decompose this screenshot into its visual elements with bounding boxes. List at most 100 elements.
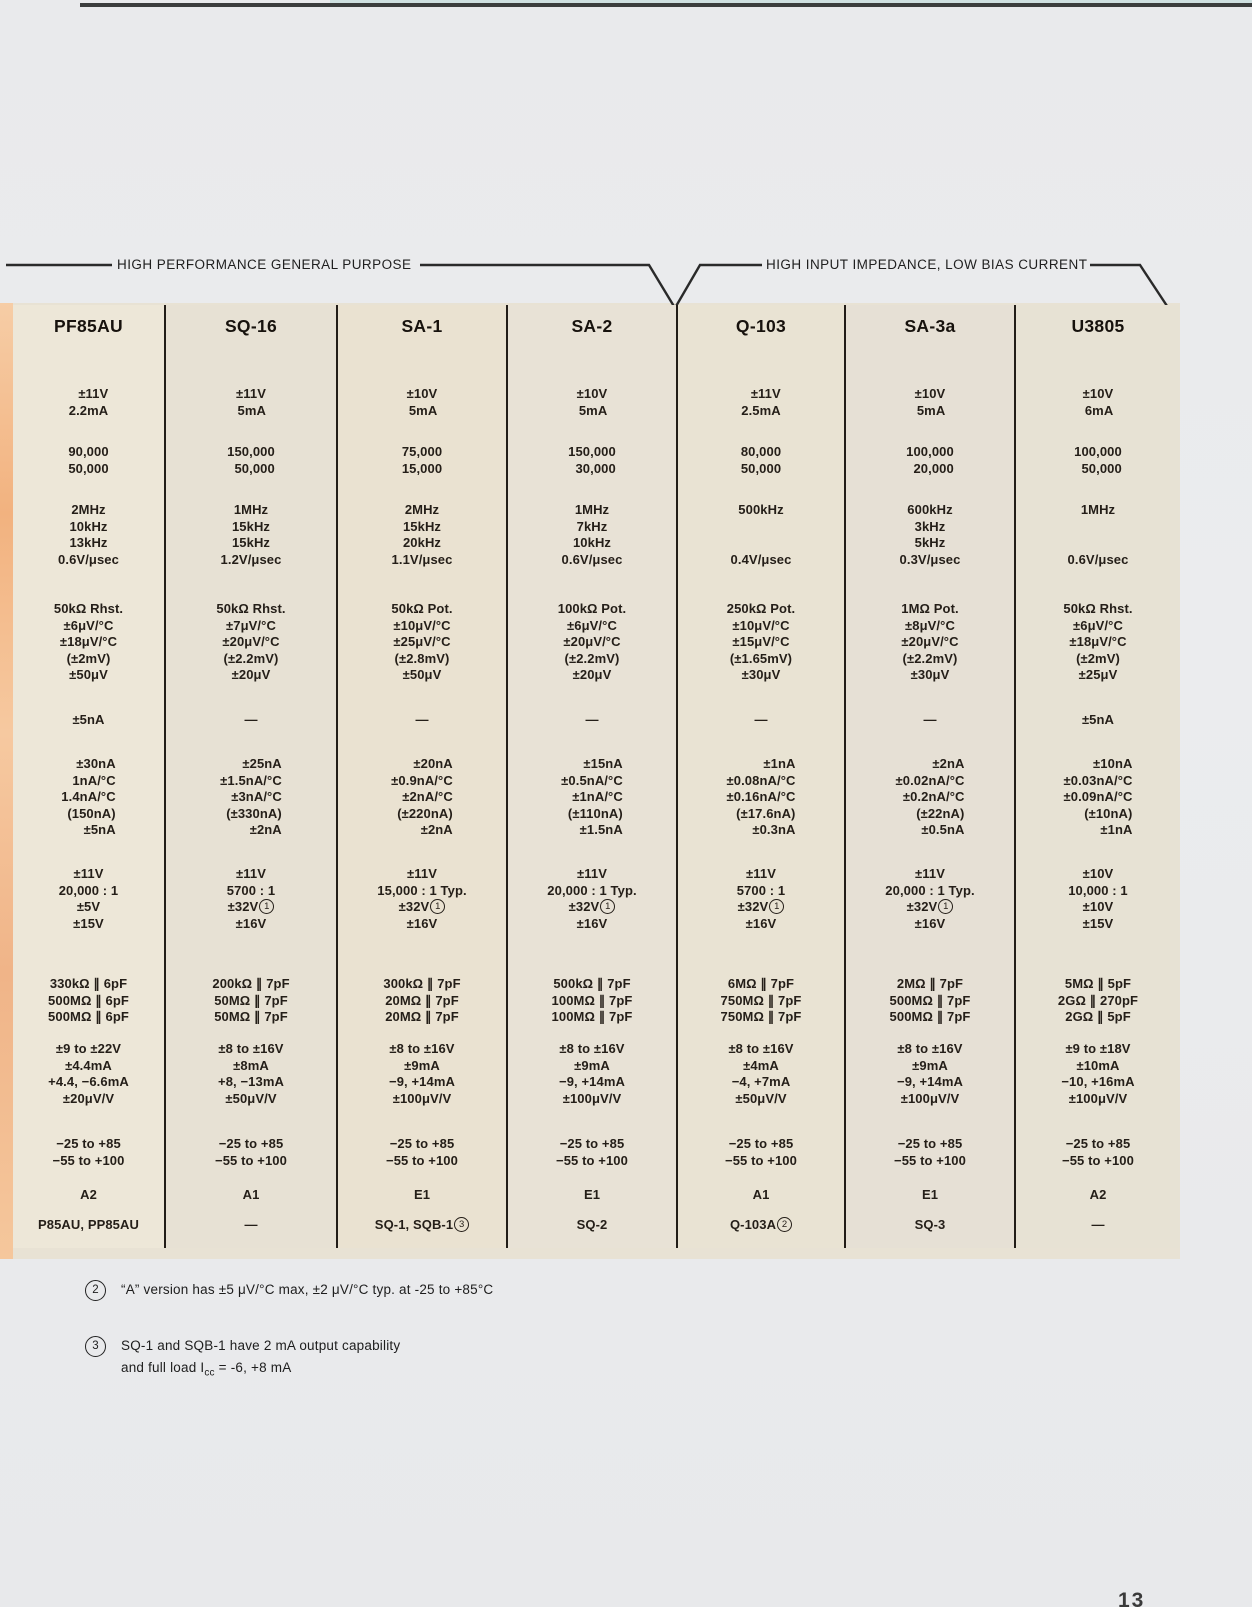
spec-cell-r8-u3805: 5MΩ ∥ 5pF 2GΩ ∥ 270pF 2GΩ ∥ 5pF [1057,976,1139,1025]
footnote-3-circled-marker: 3 [85,1336,106,1357]
spec-cell-r1-u3805: ±10V 6mA [1082,386,1114,418]
spec-cell-r1-sa-1: ±10V 5mA [406,386,438,418]
spec-column-u3805: U3805 ±10V 6mA 100,000 50,000 1MHz 0.6V/μsec 5… [1014,305,1180,1248]
spec-cell-r12-sa-1: SQ-1, SQB-1 3 [338,1210,506,1248]
spec-cell-r12-sa-3a: SQ-3 [914,1217,946,1232]
spec-cell-r4-q-103: 250kΩ Pot. ±10μV/°C ±15μV/°C (±1.65mV) ±30μV [726,601,796,683]
footnote-3-text: SQ-1 and SQB-1 have 2 mA output capabili… [121,1338,401,1379]
circled-note-ref: 1 [600,899,616,915]
spec-cell-r10-sa-1: −25 to +85 −55 to +100 [386,1136,458,1168]
spec-cell-r7-sa-1: ±11V 15,000 : 1 Typ. ±32V 1 ±16V [377,866,467,931]
spec-cell-r8-sa-3a: 2MΩ ∥ 7pF 500MΩ ∥ 7pF 500MΩ ∥ 7pF [889,976,971,1025]
spec-cell-r12-q-103: Q-103A 2 [678,1210,844,1248]
scan-top-teal-edge [330,0,1252,3]
spec-cell-r7-sq-16: ±11V 5700 : 1 ±32V 1 ±16V [226,866,276,931]
spec-cell-r6-u3805: ±10nA ±0.03nA/°C ±0.09nA/°C (±10nA) ±1nA [1063,756,1133,838]
spec-cell-r1-q-103: ±11V 2.5mA [741,386,781,418]
spec-cell-r4-sa-3a: 1MΩ Pot. ±8μV/°C ±20μV/°C (±2.2mV) ±30μV [901,601,959,683]
spec-column-sa-3a: SA-3a ±10V 5mA 100,000 20,000 600kHz 3kHz 5kHz 0… [844,305,1014,1248]
spec-cell-r9-u3805: ±9 to ±18V ±10mA −10, +16mA ±100μV/V [1061,1041,1135,1106]
spec-cell-r2-sq-16: 150,000 50,000 [227,444,275,476]
spec-cell-r7-sa-2: ±11V 20,000 : 1 Typ. ±32V 1 ±16V [547,866,637,931]
spec-cell-r11-sa-2: E1 [583,1187,601,1202]
spec-cell-r10-q-103: −25 to +85 −55 to +100 [725,1136,797,1168]
spec-column-sq-16: SQ-16 ±11V 5mA 150,000 50,000 1MHz 15kHz 15kHz 1… [164,305,336,1248]
spec-cell-r2-u3805: 100,000 50,000 [1074,444,1122,476]
footnote-2: 2 “A” version has ±5 μV/°C max, ±2 μV/°C… [85,1279,493,1301]
circled-note-ref: 1 [259,899,275,915]
spec-cell-r2-sa-2: 150,000 30,000 [568,444,616,476]
spec-cell-r3-q-103: 500kHz 0.4V/μsec [730,502,792,567]
spec-cell-r10-sa-2: −25 to +85 −55 to +100 [556,1136,628,1168]
spec-cell-r3-sa-1: 2MHz 15kHz 20kHz 1.1V/μsec [391,502,453,567]
spec-cell-r1-pf85au: ±11V 2.2mA [68,386,109,418]
spec-cell-r12-pf85au: P85AU, PP85AU [37,1217,139,1232]
spec-cell-r8-pf85au: 330kΩ ∥ 6pF 500MΩ ∥ 6pF 500MΩ ∥ 6pF [48,976,129,1025]
spec-cell-r12-u3805: — [1091,1217,1105,1232]
spec-cell-r8-q-103: 6MΩ ∥ 7pF 750MΩ ∥ 7pF 750MΩ ∥ 7pF [720,976,802,1025]
column-header-sa-3a: SA-3a [904,316,956,336]
spec-cell-r4-sq-16: 50kΩ Rhst. ±7μV/°C ±20μV/°C (±2.2mV) ±20μV [216,601,286,683]
spec-cell-r10-u3805: −25 to +85 −55 to +100 [1062,1136,1134,1168]
spec-cell-r2-sa-3a: 100,000 20,000 [906,444,954,476]
spec-cell-r6-q-103: ±1nA ±0.08nA/°C ±0.16nA/°C (±17.6nA) ±0.3nA [726,756,796,838]
spec-cell-r6-sa-3a: ±2nA ±0.02nA/°C ±0.2nA/°C (±22nA) ±0.5nA [895,756,965,838]
footnote-2-text: “A” version has ±5 μV/°C max, ±2 μV/°C t… [121,1282,494,1297]
column-header-q-103: Q-103 [735,316,787,336]
spec-cell-r2-sa-1: 75,000 15,000 [401,444,443,476]
spec-cell-r2-pf85au: 90,000 50,000 [68,444,109,476]
spec-column-q-103: Q-103 ±11V 2.5mA 80,000 50,000 500kHz 0.4V/μs… [676,305,844,1248]
spec-cell-r5-sa-3a: — [923,712,937,727]
spec-cell-r11-sa-1: E1 [413,1187,431,1202]
spec-cell-r1-sa-2: ±10V 5mA [576,386,608,418]
spec-cell-r2-q-103: 80,000 50,000 [740,444,782,476]
spec-cell-r12-sa-2: SQ-2 [576,1217,608,1232]
spec-cell-r11-q-103: A1 [752,1187,770,1202]
spec-cell-r3-sq-16: 1MHz 15kHz 15kHz 1.2V/μsec [220,502,282,567]
column-header-sq-16: SQ-16 [224,316,278,336]
spec-cell-r7-pf85au: ±11V 20,000 : 1 ±5V ±15V [58,866,119,931]
spec-cell-r6-sa-2: ±15nA ±0.5nA/°C ±1nA/°C (±110nA) ±1.5nA [561,756,623,838]
spec-cell-r9-sa-1: ±8 to ±16V ±9mA −9, +14mA ±100μV/V [389,1041,455,1106]
page-number: 13 [1118,1589,1146,1607]
circled-note-ref: 1 [430,899,446,915]
spec-cell-r8-sq-16: 200kΩ ∥ 7pF 50MΩ ∥ 7pF 50MΩ ∥ 7pF [212,976,290,1025]
group-label-high-performance: HIGH PERFORMANCE GENERAL PURPOSE [117,257,412,272]
spec-cell-r6-sq-16: ±25nA ±1.5nA/°C ±3nA/°C (±330nA) ±2nA [220,756,282,838]
spec-cell-r3-u3805: 1MHz 0.6V/μsec [1067,502,1129,567]
left-margin-strip [0,303,13,1259]
spec-cell-r5-sq-16: — [244,712,258,727]
spec-cell-r6-sa-1: ±20nA ±0.9nA/°C ±2nA/°C (±220nA) ±2nA [391,756,453,838]
spec-column-sa-1: SA-1 ±10V 5mA 75,000 15,000 2MHz 15kHz 20kHz 1.1… [336,305,506,1248]
footnote-3: 3 SQ-1 and SQB-1 have 2 mA output capabi… [85,1335,400,1385]
spec-cell-r7-q-103: ±11V 5700 : 1 ±32V 1 ±16V [736,866,786,931]
spec-cell-r7-u3805: ±10V 10,000 : 1 ±10V ±15V [1068,866,1128,931]
spec-cell-r5-u3805: ±5nA [1081,712,1115,727]
spec-cell-r8-sa-1: 300kΩ ∥ 7pF 20MΩ ∥ 7pF 20MΩ ∥ 7pF [383,976,461,1025]
spec-cell-r4-pf85au: 50kΩ Rhst. ±6μV/°C ±18μV/°C (±2mV) ±50μV [53,601,124,683]
spec-cell-r4-sa-1: 50kΩ Pot. ±10μV/°C ±25μV/°C (±2.8mV) ±50μV [391,601,453,683]
spec-cell-r5-sa-1: — [415,712,429,727]
spec-cell-r1-sq-16: ±11V 5mA [236,386,266,418]
spec-table: PF85AU ±11V 2.2mA 90,000 50,000 2MHz 10kHz 13kH… [13,305,1180,1248]
right-group-line-end [1090,263,1173,313]
spec-cell-r11-sa-3a: E1 [921,1187,939,1202]
spec-cell-r5-pf85au: ±5nA [72,712,105,727]
spec-cell-r4-sa-2: 100kΩ Pot. ±6μV/°C ±20μV/°C (±2.2mV) ±20μV [557,601,627,683]
spec-cell-r1-sa-3a: ±10V 5mA [914,386,946,418]
spec-cell-r7-sa-3a: ±11V 20,000 : 1 Typ. ±32V 1 ±16V [885,866,975,931]
spec-cell-r10-pf85au: −25 to +85 −55 to +100 [52,1136,125,1168]
spec-cell-r9-pf85au: ±9 to ±22V ±4.4mA +4.4, −6.6mA ±20μV/V [48,1041,129,1106]
spec-cell-r11-u3805: A2 [1089,1187,1107,1202]
left-group-line-end-and-notch [420,263,762,311]
spec-cell-r8-sa-2: 500kΩ ∥ 7pF 100MΩ ∥ 7pF 100MΩ ∥ 7pF [551,976,633,1025]
spec-cell-r11-sq-16: A1 [242,1187,260,1202]
spec-cell-r5-sa-2: — [585,712,599,727]
circled-note-ref: 1 [769,899,785,915]
footnote-2-circled-marker: 2 [85,1280,106,1301]
spec-column-pf85au: PF85AU ±11V 2.2mA 90,000 50,000 2MHz 10kHz 13kH… [13,305,164,1248]
spec-cell-r11-pf85au: A2 [80,1187,97,1202]
group-bracket-lines [6,263,1173,313]
column-header-u3805: U3805 [1071,316,1125,336]
